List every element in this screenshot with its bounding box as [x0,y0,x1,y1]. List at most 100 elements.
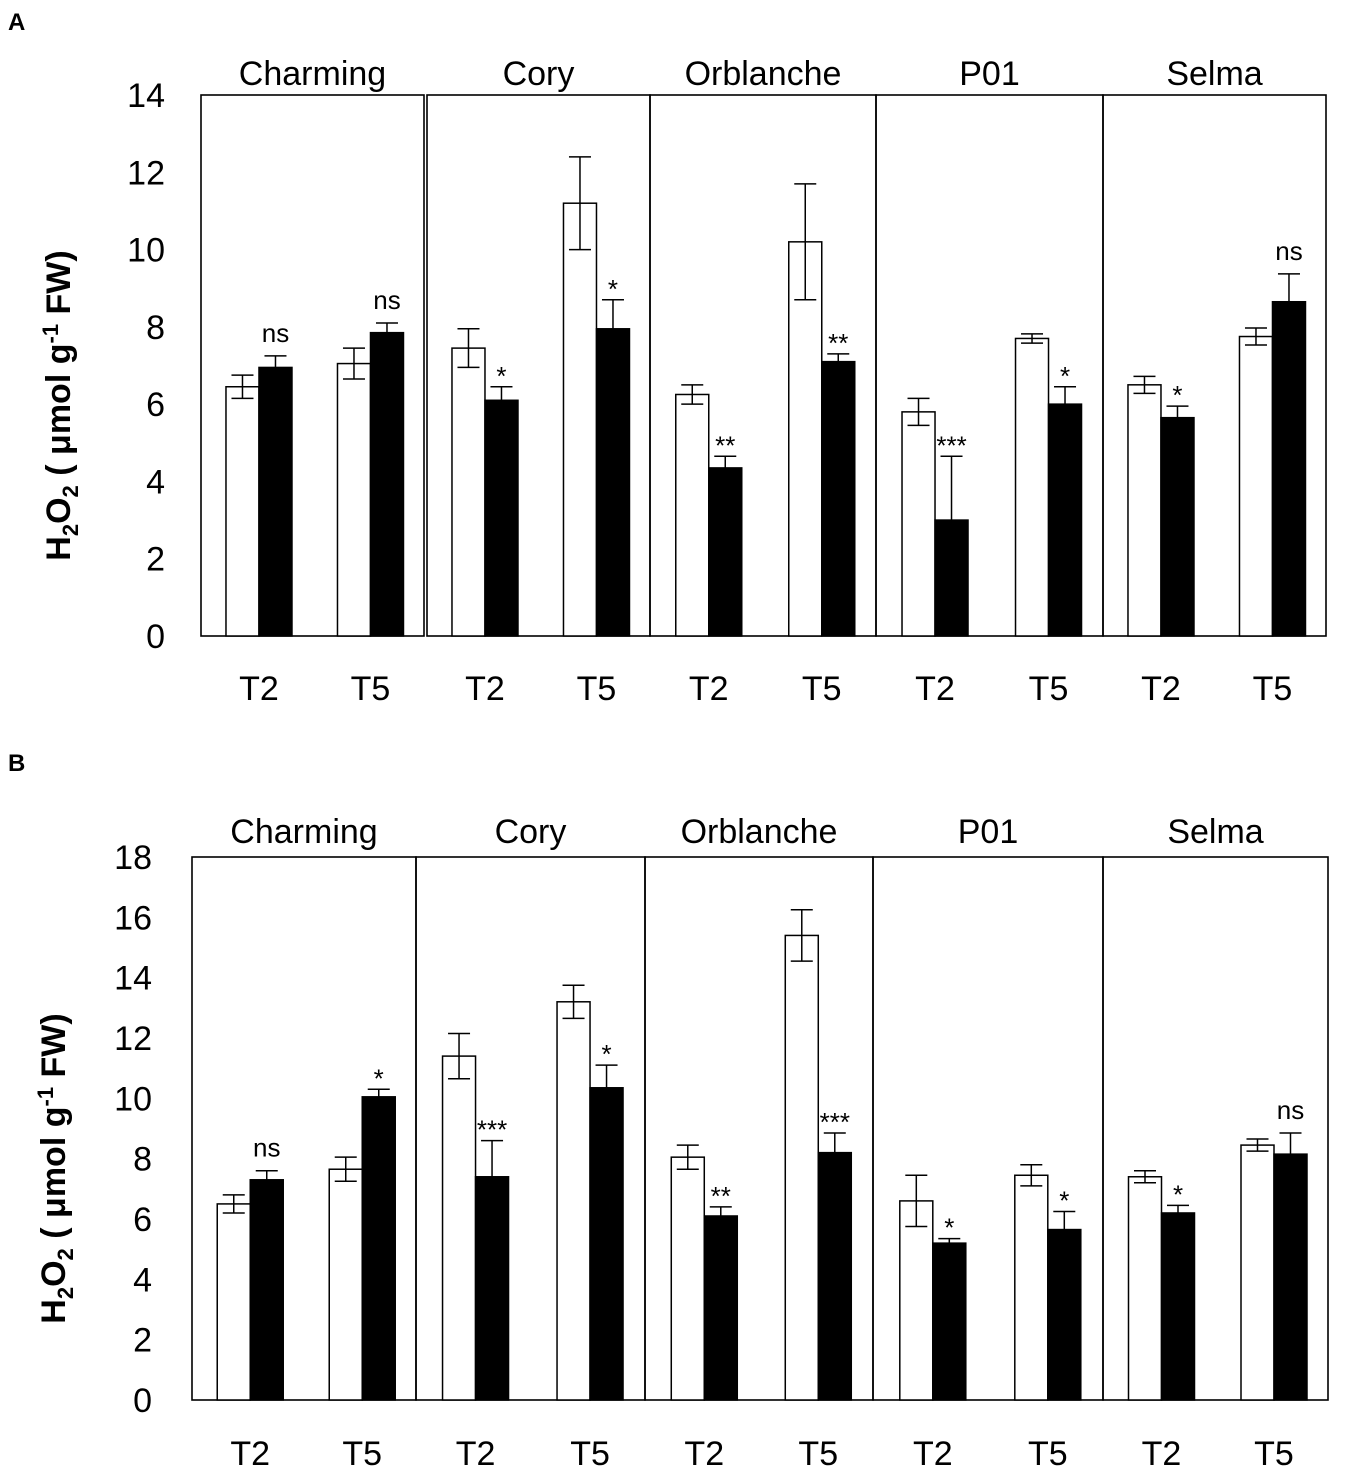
x-category-label: T5 [577,670,617,708]
x-category-label: T2 [689,670,729,708]
variety-frame [1102,94,1327,637]
y-axis-title-part: 2 [58,485,83,497]
bar-control [1014,1174,1049,1401]
bar-control [675,393,710,637]
y-tick-label: 14 [114,960,152,998]
variety-label: Selma [1166,55,1262,93]
variety-frame [1102,856,1329,1401]
significance-label: * [1173,1179,1183,1209]
y-tick-label: 12 [114,1020,152,1058]
bar-control [556,1001,591,1401]
y-axis-title-part: 2 [58,524,83,536]
significance-label: ns [1275,236,1302,266]
bar-treated [474,1176,510,1401]
y-axis-title-part: -1 [33,1087,58,1107]
y-tick-label: 2 [133,1322,152,1360]
y-tick-label: 18 [114,839,152,877]
y-tick-label: 10 [127,232,165,270]
bar-control [562,202,598,637]
bar-control [784,934,820,1401]
x-category-label: T2 [913,1435,953,1471]
bar-control [899,1200,934,1401]
bar-treated [821,360,856,637]
y-tick-label: 8 [146,309,165,347]
bar-treated [708,467,743,637]
variety-label: P01 [959,55,1020,93]
bar-treated [484,399,519,637]
x-category-label: T5 [1028,1435,1068,1471]
bar-treated [249,1179,284,1401]
y-axis-title-part: H [40,536,78,561]
x-category-label: T2 [1141,670,1181,708]
significance-label: ns [253,1133,280,1163]
significance-label: * [496,361,506,391]
x-category-label: T5 [570,1435,610,1471]
variety-label: P01 [958,813,1019,851]
variety-label: Charming [239,55,386,93]
significance-label: ns [1277,1095,1304,1125]
variety-label: Orblanche [685,55,842,93]
bar-control [336,362,372,637]
y-axis-title-part: H [35,1299,73,1324]
significance-label: ** [711,1181,731,1211]
bar-control [225,386,260,637]
variety-frame [200,94,425,637]
bar-control [901,411,936,637]
bar-control [441,1055,477,1401]
x-category-label: T5 [342,1435,382,1471]
x-category-label: T5 [802,670,842,708]
y-tick-label: 0 [133,1382,152,1420]
x-category-label: T5 [1254,1435,1294,1471]
significance-label: * [1059,1185,1069,1215]
bar-control [670,1156,706,1401]
y-tick-label: 6 [133,1201,152,1239]
x-category-label: T2 [1142,1435,1182,1471]
y-axis-title-part: O [35,1260,73,1286]
variety-label: Selma [1167,813,1263,851]
y-tick-label: 16 [114,899,152,937]
significance-label: * [601,1039,611,1069]
significance-label: *** [936,430,966,460]
x-category-label: T2 [465,670,505,708]
variety-label: Cory [495,813,567,851]
x-category-label: T2 [684,1435,724,1471]
significance-label: * [944,1213,954,1243]
bar-treated [703,1215,739,1401]
x-category-label: T2 [239,670,279,708]
significance-label: ** [828,328,848,358]
y-axis-title-part: FW) [40,250,78,324]
bar-treated [595,328,631,637]
x-category-label: T2 [230,1435,270,1471]
bar-treated [1047,1228,1082,1401]
y-axis-title: H2O2 ( μmol g-1 FW) [38,250,83,560]
x-category-label: T5 [1029,670,1069,708]
significance-label: ** [715,430,735,460]
bar-treated [369,331,405,637]
y-axis-title-part: O [40,497,78,523]
x-category-label: T2 [915,670,955,708]
x-category-label: T5 [798,1435,838,1471]
bar-control [216,1203,251,1401]
significance-label: ns [262,318,289,348]
bar-treated [817,1151,853,1401]
y-tick-label: 10 [114,1080,152,1118]
y-axis-title-part: 2 [53,1287,78,1299]
panel-letter: B [8,750,25,777]
bar-treated [589,1087,624,1401]
significance-label: * [608,274,618,304]
significance-label: ns [373,285,400,315]
panel-letter: A [8,9,25,36]
y-axis-title-part: 2 [53,1248,78,1260]
y-axis-title-part: ( μmol g [35,1107,73,1249]
x-category-label: T5 [1253,670,1293,708]
significance-label: * [1172,380,1182,410]
y-tick-label: 4 [146,463,165,501]
bar-treated [932,1242,967,1401]
bar-treated [1273,1153,1308,1401]
bar-control [451,347,486,637]
variety-label: Cory [503,55,575,93]
bar-control [1014,337,1050,637]
bar-treated [1160,416,1195,637]
